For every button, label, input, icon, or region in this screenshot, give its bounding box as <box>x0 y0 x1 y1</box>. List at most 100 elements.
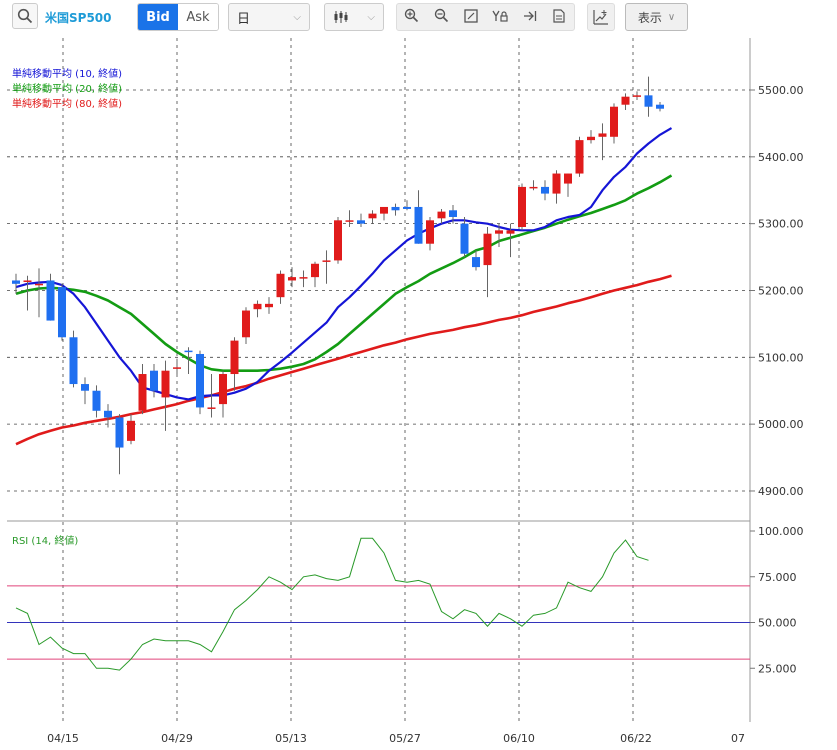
candle-body <box>69 337 78 385</box>
candle <box>184 347 193 375</box>
candle <box>380 206 388 221</box>
candle-body <box>598 133 607 137</box>
price-tick-label: 5300.00 <box>758 218 804 231</box>
candle-body <box>219 374 227 405</box>
symbol-search-button[interactable] <box>12 3 38 29</box>
candle-body <box>529 186 538 189</box>
candle <box>345 210 354 228</box>
candle <box>391 203 400 216</box>
candle-body <box>380 206 388 214</box>
chart-tools-group <box>396 3 575 31</box>
candlestick-icon <box>334 11 348 23</box>
candle-body <box>495 230 503 234</box>
bid-ask-toggle: Bid Ask <box>137 3 219 31</box>
fit-icon[interactable] <box>461 8 481 26</box>
candle <box>426 216 434 251</box>
candle-body <box>299 277 308 279</box>
jump-latest-icon[interactable] <box>520 9 540 26</box>
candle-body <box>518 186 526 228</box>
sma10-line <box>15 127 673 401</box>
candle <box>46 273 55 321</box>
candle-body <box>138 374 147 411</box>
date-tick-label: 05/13 <box>275 732 307 745</box>
candle <box>357 213 365 228</box>
zoom-in-icon[interactable] <box>402 8 422 26</box>
candle-body <box>81 384 89 391</box>
candle <box>541 180 549 201</box>
zoom-out-icon[interactable] <box>431 8 451 26</box>
candle-body <box>92 390 101 411</box>
candle <box>598 123 607 161</box>
sma80-line <box>15 274 672 446</box>
candle-body <box>460 223 469 254</box>
candle-body <box>610 106 618 137</box>
candle-body <box>127 420 135 441</box>
candle <box>115 414 124 475</box>
candle <box>552 170 561 204</box>
candle-body <box>472 257 480 268</box>
chart-area[interactable]: 5500.00 5400.00 5300.00 5200.00 5100.00 5000.… <box>0 34 837 750</box>
candle-body <box>564 173 572 184</box>
candle <box>242 307 250 344</box>
rsi-tick-label: 25.000 <box>758 662 797 675</box>
candle-body <box>276 273 285 298</box>
candle <box>104 404 112 428</box>
rsi-tick-label: 75.000 <box>758 571 797 584</box>
candle <box>495 223 503 248</box>
candle-body <box>35 283 43 286</box>
symbol-name[interactable]: 米国SP500 <box>45 10 112 25</box>
price-tick-label: 5500.00 <box>758 84 804 97</box>
legend-sma20[interactable]: 単純移動平均 (20, 終値) <box>12 82 122 95</box>
display-menu-button[interactable]: 表示 ∨ <box>625 3 688 31</box>
candle <box>196 350 204 415</box>
candle <box>518 183 526 231</box>
ask-button[interactable]: Ask <box>178 4 218 30</box>
candle <box>207 374 216 418</box>
display-label: 表示 <box>637 10 662 25</box>
period-dropdown[interactable]: 日 ⌵ <box>228 3 310 31</box>
chart-style-dropdown[interactable]: ⌵ <box>324 3 384 31</box>
candle-body <box>644 95 653 107</box>
price-grid <box>7 38 751 722</box>
candle-body <box>541 186 549 194</box>
date-tick-label: 06/10 <box>503 732 535 745</box>
price-tick-label: 4900.00 <box>758 485 804 498</box>
cursor-lock-icon[interactable] <box>490 9 510 26</box>
candle <box>35 268 43 318</box>
candle-body <box>161 370 170 398</box>
date-tick-label: 07 <box>731 732 745 745</box>
rsi-axis: 100.000 75.000 50.000 25.000 <box>750 525 804 675</box>
chart-toolbar: 米国SP500 Bid Ask 日 ⌵ ⌵ 表示 ∨ <box>0 0 837 34</box>
date-tick-label: 06/22 <box>620 732 652 745</box>
candle <box>265 297 273 314</box>
candle <box>483 227 492 298</box>
add-indicator-button[interactable] <box>587 3 615 31</box>
legend-sma80[interactable]: 単純移動平均 (80, 終値) <box>12 97 122 110</box>
candle-body <box>437 211 446 219</box>
candle-body <box>207 407 216 409</box>
chevron-down-icon: ⌵ <box>293 11 301 23</box>
search-icon <box>17 8 33 24</box>
legend-sma10[interactable]: 単純移動平均 (10, 終値) <box>12 67 122 80</box>
candle-body <box>587 136 595 141</box>
candle <box>621 93 630 111</box>
legend-rsi[interactable]: RSI (14, 終値) <box>12 534 78 547</box>
candle <box>219 370 227 418</box>
bid-button[interactable]: Bid <box>138 4 178 30</box>
candle <box>81 377 89 405</box>
candle <box>633 91 641 101</box>
candle <box>58 283 66 341</box>
chevron-down-icon: ⌵ <box>367 11 375 23</box>
candle <box>460 216 469 258</box>
candle <box>230 337 239 391</box>
candle <box>644 76 653 117</box>
price-tick-label: 5100.00 <box>758 351 804 364</box>
candle-body <box>621 96 630 105</box>
price-tick-label: 5000.00 <box>758 418 804 431</box>
candle-body <box>46 280 55 321</box>
candle <box>610 103 618 144</box>
candle-body <box>403 206 411 209</box>
report-icon[interactable] <box>549 8 569 26</box>
add-indicator-icon <box>593 10 608 25</box>
candle-body <box>334 220 342 261</box>
